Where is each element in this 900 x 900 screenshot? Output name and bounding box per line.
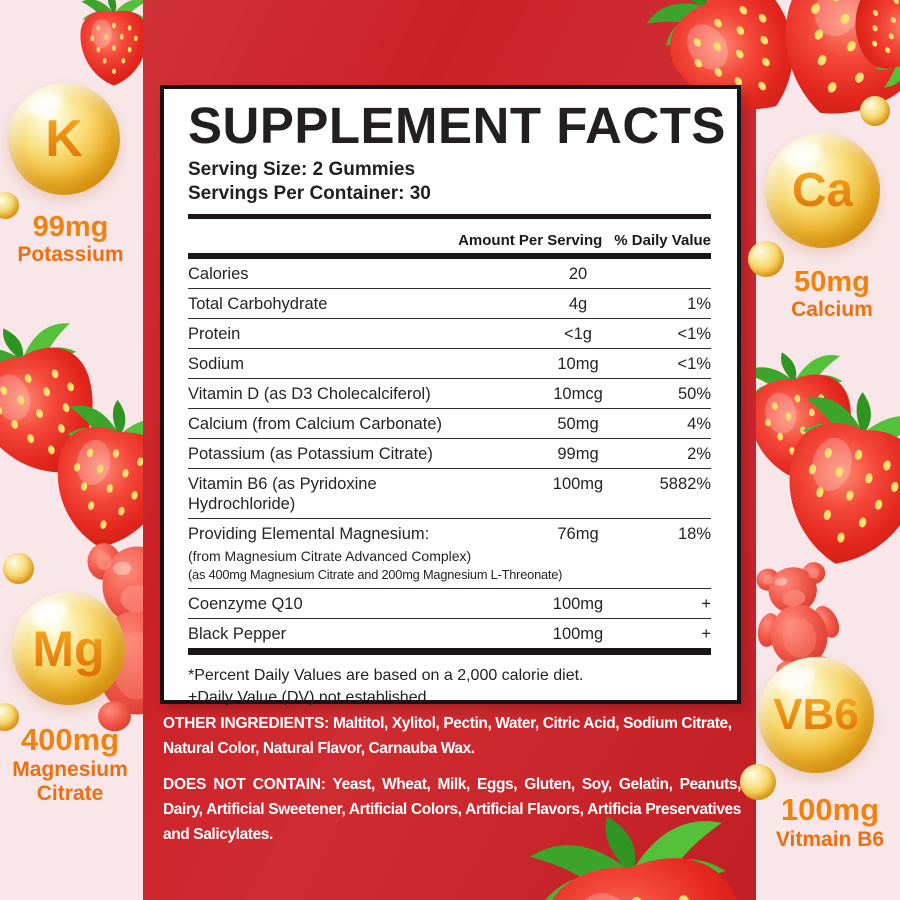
potassium-amount: 99mg: [32, 211, 109, 243]
does-not-contain-label: DOES NOT CONTAIN:: [163, 776, 326, 793]
calcium-amount: 50mg: [794, 266, 870, 298]
row-label: Providing Elemental Magnesium:: [188, 525, 430, 543]
card-title: SUPPLEMENT FACTS: [188, 97, 726, 154]
facts-table: Calories 20 Total Carbohydrate 4g 1% Protein <…: [188, 259, 711, 648]
calcium-bubble: Ca: [765, 133, 880, 248]
servings-per-container: Servings Per Container: 30: [188, 183, 431, 204]
strawberry-image: [75, 0, 153, 88]
row-label: Calcium (from Calcium Carbonate): [188, 415, 442, 433]
row-label: Potassium (as Potassium Citrate): [188, 445, 433, 463]
magnesium-name: Magnesium Citrate: [12, 758, 128, 805]
row-amount: 100mg: [552, 475, 604, 493]
magnesium-symbol: Mg: [32, 620, 105, 677]
table-row: Calcium (from Calcium Carbonate) 50mg 4%: [188, 409, 711, 439]
row-amount: 20: [568, 265, 588, 283]
does-not-contain: DOES NOT CONTAIN: Yeast, Wheat, Milk, Eg…: [163, 772, 741, 847]
golden-bubble: [740, 764, 776, 800]
table-row: Calories 20: [188, 259, 711, 289]
column-amount-per-serving: Amount Per Serving: [458, 232, 603, 249]
vitamin-b6-bubble: VB6: [758, 657, 874, 773]
row-amount: 10mg: [557, 355, 599, 373]
ingredients-copy: OTHER INGREDIENTS: Maltitol, Xylitol, Pe…: [163, 711, 741, 858]
other-ingredients-label: OTHER INGREDIENTS:: [163, 715, 330, 732]
potassium-symbol: K: [45, 110, 83, 168]
vitamin-b6-symbol: VB6: [773, 690, 859, 739]
row-amount: 99mg: [557, 445, 599, 463]
table-row: Black Pepper 100mg +: [188, 619, 711, 648]
row-daily-value: 18%: [677, 525, 711, 543]
vitamin-b6-name: Vitmain B6: [775, 828, 885, 851]
row-amount: 10mcg: [553, 385, 603, 403]
row-amount: 4g: [568, 295, 588, 313]
footnote-daily-values: *Percent Daily Values are based on a 2,0…: [188, 667, 584, 684]
divider-bar: [188, 214, 711, 219]
golden-bubble: [748, 241, 784, 277]
golden-bubble: [860, 96, 890, 126]
row-daily-value: 5882%: [659, 475, 711, 493]
magnesium-bubble: Mg: [12, 592, 125, 705]
row-label: Black Pepper: [188, 625, 287, 643]
table-row: Sodium 10mg <1%: [188, 349, 711, 379]
divider-bar: [188, 648, 711, 655]
row-daily-value: <1%: [677, 355, 711, 373]
table-row: Protein <1g <1%: [188, 319, 711, 349]
table-header: Amount Per Serving % Daily Value: [188, 219, 711, 253]
potassium-caption: 99mg Potassium: [3, 211, 138, 267]
column-daily-value: % Daily Value: [614, 232, 711, 249]
potassium-bubble: K: [8, 83, 120, 195]
row-amount: <1g: [564, 325, 592, 343]
row-daily-value: 2%: [687, 445, 711, 463]
row-label: Vitamin B6 (as Pyridoxine Hydrochloride): [188, 475, 377, 513]
row-label: Calories: [188, 265, 249, 283]
row-label: Coenzyme Q10: [188, 595, 303, 613]
supplement-facts-card: SUPPLEMENT FACTS Serving Size: 2 Gummies…: [160, 85, 741, 706]
calcium-name: Calcium: [791, 298, 873, 321]
magnesium-amount: 400mg: [20, 722, 120, 757]
row-daily-value: +: [701, 625, 711, 643]
other-ingredients-body: Maltitol, Xylitol, Pectin, Water, Citric…: [163, 715, 732, 757]
row-label: Vitamin D (as D3 Cholecalciferol): [188, 385, 431, 403]
golden-bubble: [0, 703, 19, 731]
vitamin-b6-caption: 100mg Vitmain B6: [750, 792, 900, 852]
golden-bubble: [0, 192, 19, 219]
row-amount: 100mg: [552, 625, 604, 643]
table-row: Potassium (as Potassium Citrate) 99mg 2%: [188, 439, 711, 469]
does-not-contain-body: Yeast, Wheat, Milk, Eggs, Gluten, Soy, G…: [163, 776, 741, 843]
row-subnote: (as 400mg Magnesium Citrate and 200mg Ma…: [188, 567, 563, 582]
row-label: Protein: [188, 325, 241, 343]
row-daily-value: 4%: [687, 415, 711, 433]
golden-bubble: [3, 553, 34, 584]
row-amount: 100mg: [552, 595, 604, 613]
divider-bar: [188, 253, 711, 259]
potassium-name: Potassium: [17, 243, 124, 266]
magnesium-caption: 400mg Magnesium Citrate: [0, 722, 145, 806]
table-row: Providing Elemental Magnesium: 76mg 18% (fr…: [188, 519, 711, 589]
row-amount: 76mg: [557, 525, 599, 543]
row-daily-value: 1%: [687, 295, 711, 313]
row-daily-value: <1%: [677, 325, 711, 343]
row-daily-value: +: [701, 595, 711, 613]
table-row: Vitamin D (as D3 Cholecalciferol) 10mcg 50…: [188, 379, 711, 409]
table-row: Vitamin B6 (as Pyridoxine Hydrochloride)…: [188, 469, 711, 519]
table-row: Coenzyme Q10 100mg +: [188, 589, 711, 619]
row-daily-value: 50%: [677, 385, 711, 403]
other-ingredients: OTHER INGREDIENTS: Maltitol, Xylitol, Pe…: [163, 711, 741, 761]
row-amount: 50mg: [557, 415, 599, 433]
row-label: Total Carbohydrate: [188, 295, 328, 313]
calcium-caption: 50mg Calcium: [762, 266, 900, 322]
table-row: Total Carbohydrate 4g 1%: [188, 289, 711, 319]
row-subnote: (from Magnesium Citrate Advanced Complex…: [188, 548, 472, 564]
serving-size: Serving Size: 2 Gummies: [188, 159, 416, 180]
vitamin-b6-amount: 100mg: [780, 792, 880, 827]
row-label: Sodium: [188, 355, 244, 373]
footnote-dv-not-established: +Daily Value (DV) not established.: [188, 689, 431, 706]
calcium-symbol: Ca: [791, 164, 854, 217]
